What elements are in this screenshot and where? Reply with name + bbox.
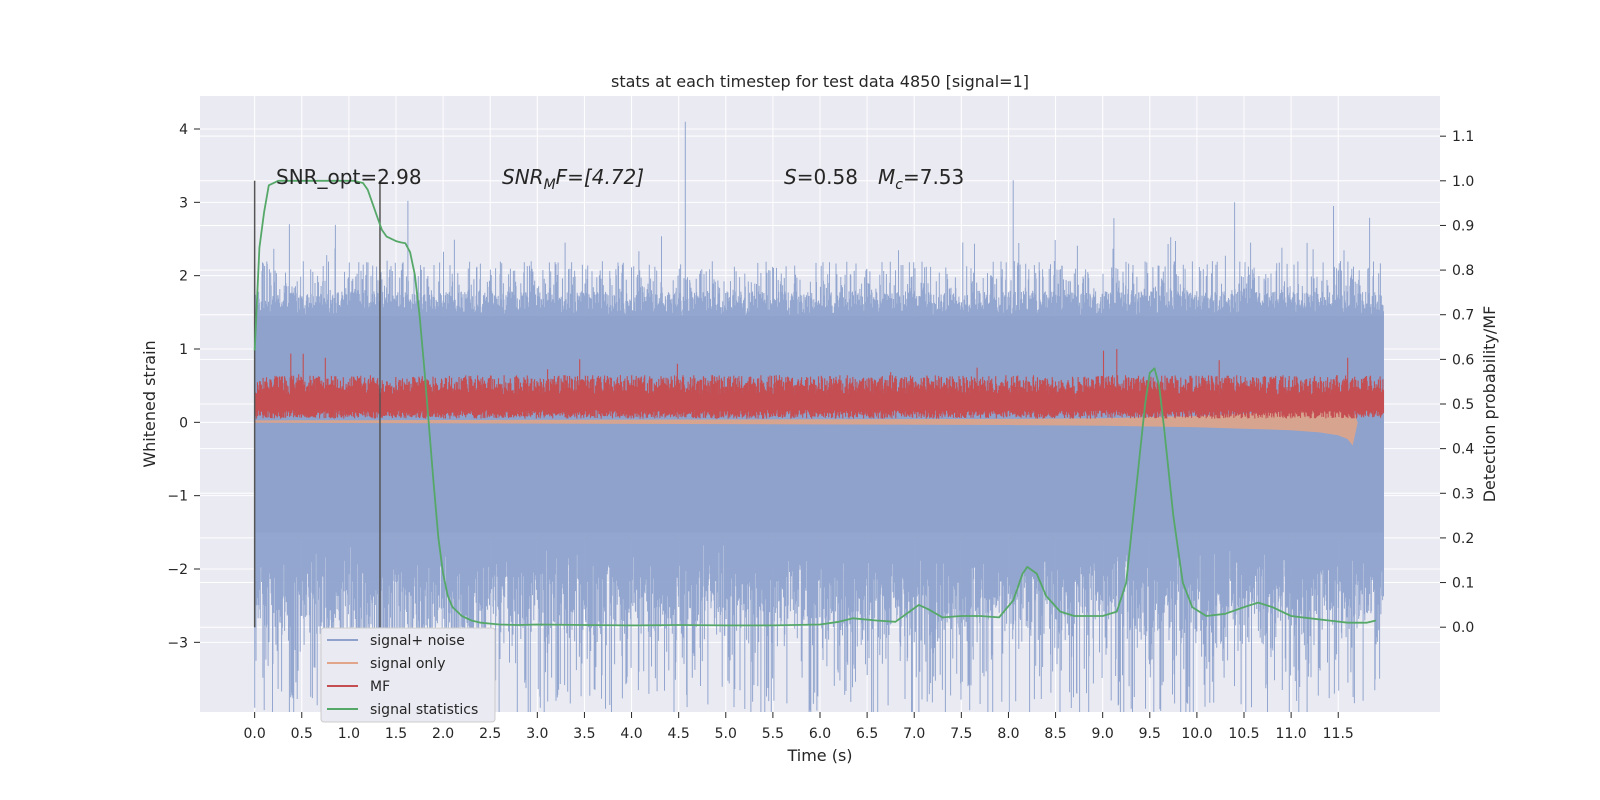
x-tick-label-3: 1.5 (385, 726, 407, 742)
annotation-mc-main: M (878, 165, 895, 189)
x-tick-label-5: 2.5 (479, 726, 501, 742)
x-tick-label-11: 5.5 (762, 726, 784, 742)
y2-tick-label-0: 0.0 (1452, 620, 1474, 636)
y-tick-label-3: 0 (179, 415, 188, 431)
series-signal-only (254, 407, 1358, 446)
y2-tick-label-6: 0.6 (1452, 352, 1474, 368)
legend-box (320, 627, 496, 723)
y-tick-label-7: 4 (179, 122, 188, 138)
x-tick-label-21: 10.5 (1228, 726, 1259, 742)
x-tick-label-14: 7.0 (903, 726, 925, 742)
y-tick-label-2: −1 (167, 489, 188, 505)
y-tick-label-1: −2 (167, 562, 188, 578)
annotation-s-label: S (784, 165, 797, 189)
x-tick-label-12: 6.0 (809, 726, 831, 742)
annotation-snr-mf-rest: F=[4.72] (556, 165, 644, 189)
annotation-snr-mf-sub: M (544, 177, 556, 193)
x-tick-label-13: 6.5 (856, 726, 878, 742)
legend-label-signal-statistics: signal statistics (370, 702, 478, 718)
y-tick-label-0: −3 (167, 635, 188, 651)
y2-tick-label-3: 0.3 (1452, 486, 1474, 502)
x-tick-label-16: 8.0 (997, 726, 1019, 742)
x-tick-label-23: 11.5 (1323, 726, 1354, 742)
x-axis-title: Time (s) (786, 746, 852, 765)
y-axis-title: Whitened strain (140, 340, 159, 467)
x-tick-label-17: 8.5 (1044, 726, 1066, 742)
x-tick-label-6: 3.0 (526, 726, 548, 742)
annotation-s: S=0.58 (784, 165, 858, 189)
y2-tick-label-8: 0.8 (1452, 263, 1474, 279)
y2-tick-label-4: 0.4 (1452, 442, 1474, 458)
data-layer (253, 121, 1385, 712)
x-tick-label-18: 9.0 (1092, 726, 1114, 742)
y2-tick-label-5: 0.5 (1452, 397, 1474, 413)
y-tick-label-4: 1 (179, 342, 188, 358)
y2-tick-label-7: 0.7 (1452, 308, 1474, 324)
axes: 0.0 0.5 1.0 1.5 2.0 2.5 3.0 3.5 4.0 4.5 5.0 5.5 6.0 6… (167, 122, 1474, 742)
annotation-s-value: =0.58 (797, 165, 858, 189)
legend-label-signal-only: signal only (370, 656, 445, 672)
annotation-snr-mf-main: SNR (502, 165, 544, 189)
x-tick-label-22: 11.0 (1276, 726, 1307, 742)
x-tick-label-0: 0.0 (244, 726, 266, 742)
x-tick-label-7: 3.5 (573, 726, 595, 742)
x-tick-label-10: 5.0 (715, 726, 737, 742)
x-tick-label-19: 9.5 (1139, 726, 1161, 742)
x-tick-label-8: 4.0 (620, 726, 642, 742)
legend: signal+ noise signal only MF signal stat… (320, 627, 496, 723)
y2-tick-label-1: 0.1 (1452, 576, 1474, 592)
legend-label-noise: signal+ noise (370, 633, 465, 649)
x-tick-label-9: 4.5 (668, 726, 690, 742)
y2-tick-label-9: 0.9 (1452, 218, 1474, 234)
y2-tick-label-10: 1.0 (1452, 174, 1474, 190)
x-tick-label-15: 7.5 (950, 726, 972, 742)
x-tick-label-2: 1.0 (338, 726, 360, 742)
legend-label-mf: MF (370, 679, 390, 695)
chart-title: stats at each timestep for test data 485… (611, 72, 1029, 91)
y2-axis-title: Detection probability/MF (1480, 306, 1499, 503)
x-tick-label-4: 2.0 (432, 726, 454, 742)
y-tick-label-6: 3 (179, 195, 188, 211)
annotation-mc-sub: c (895, 177, 903, 193)
x-tick-label-20: 10.0 (1181, 726, 1212, 742)
annotation-snr-opt: SNR_opt=2.98 (276, 165, 422, 189)
y-tick-label-5: 2 (179, 269, 188, 285)
annotation-snr-mf: SNRMF=[4.72] (502, 165, 644, 193)
annotation-mc-value: =7.53 (903, 165, 964, 189)
y2-tick-label-11: 1.1 (1452, 129, 1474, 145)
x-tick-label-1: 0.5 (291, 726, 313, 742)
series-signal-statistics (253, 179, 1377, 627)
annotation-mc: Mc=7.53 (878, 165, 964, 193)
y2-tick-label-2: 0.2 (1452, 531, 1474, 547)
